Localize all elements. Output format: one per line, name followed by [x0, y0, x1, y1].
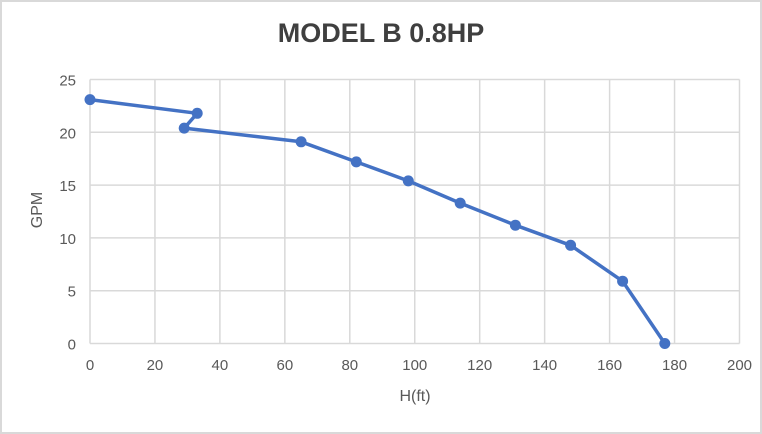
data-point-marker: [191, 107, 203, 119]
y-tick-label: 15: [59, 178, 76, 195]
x-tick-label: 40: [212, 357, 229, 374]
x-tick-label: 140: [532, 357, 557, 374]
data-point-marker: [350, 156, 362, 168]
x-tick-label: 180: [662, 357, 687, 374]
series-line: [88, 97, 667, 346]
y-tick-label: 20: [59, 125, 76, 142]
x-tick-label: 200: [727, 357, 752, 374]
x-tick-label: 0: [86, 357, 94, 374]
x-axis-title: H(ft): [399, 388, 431, 405]
data-point-marker: [84, 94, 96, 106]
data-point-marker: [402, 175, 414, 187]
x-tick-label: 120: [467, 357, 492, 374]
data-point-marker: [295, 136, 307, 148]
data-point-marker: [659, 338, 671, 349]
x-tick-label: 60: [277, 357, 294, 374]
data-point-marker: [565, 239, 577, 251]
data-point-marker: [509, 219, 521, 231]
chart-title: MODEL B 0.8HP: [277, 18, 485, 48]
x-tick-label: 20: [147, 357, 164, 374]
x-tick-label: 100: [402, 357, 427, 374]
y-tick-label: 0: [68, 337, 76, 354]
y-tick-label: 10: [59, 231, 76, 248]
y-tick-label: 5: [68, 284, 76, 301]
y-tick-label: 25: [59, 73, 76, 90]
data-point-marker: [617, 275, 629, 287]
x-tick-label: 160: [597, 357, 622, 374]
data-point-marker: [454, 197, 466, 209]
x-tick-label: 80: [341, 357, 358, 374]
data-point-marker: [178, 122, 190, 134]
